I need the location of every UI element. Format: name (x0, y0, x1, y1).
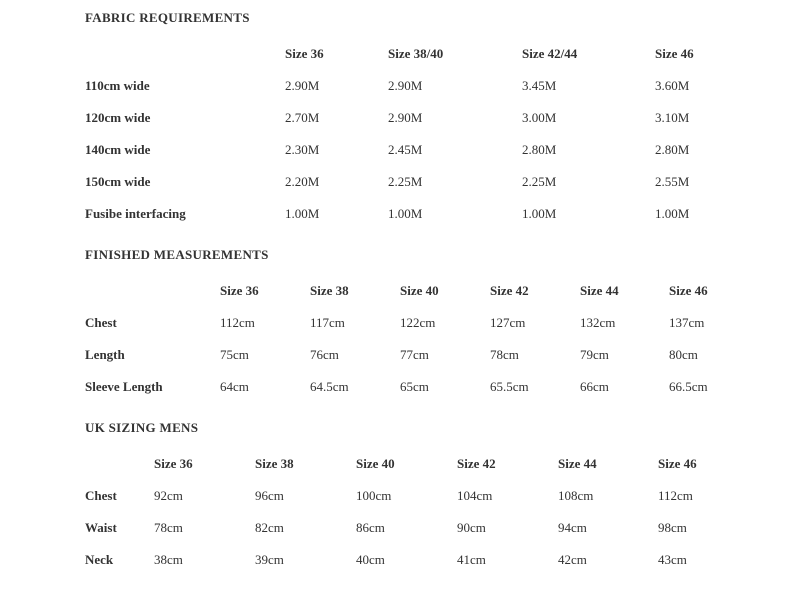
table-cell: 2.30M (285, 142, 320, 157)
row-label: Length (85, 347, 125, 362)
table-cell: 3.00M (522, 110, 557, 125)
table-cell: 122cm (400, 315, 436, 330)
column-header: Size 38 (255, 456, 294, 471)
table-cell: 98cm (658, 520, 687, 535)
section-title: UK SIZING MENS (85, 420, 199, 435)
column-header: Size 38 (310, 283, 349, 298)
table-cell: 2.70M (285, 110, 320, 125)
table-cell: 78cm (154, 520, 183, 535)
table-cell: 65cm (400, 379, 429, 394)
column-header: Size 36 (285, 46, 324, 61)
section-title: FINISHED MEASUREMENTS (85, 247, 269, 262)
row-label: 140cm wide (85, 142, 151, 157)
table-cell: 137cm (669, 315, 705, 330)
table-cell: 75cm (220, 347, 249, 362)
row-label: Waist (85, 520, 117, 535)
table-cell: 112cm (220, 315, 255, 330)
table-cell: 92cm (154, 488, 183, 503)
table-cell: 38cm (154, 552, 183, 567)
table-cell: 80cm (669, 347, 698, 362)
row-label: Chest (85, 315, 117, 330)
table-cell: 65.5cm (490, 379, 529, 394)
column-header: Size 42 (457, 456, 496, 471)
table-cell: 94cm (558, 520, 587, 535)
table-cell: 2.45M (388, 142, 423, 157)
column-header: Size 40 (400, 283, 439, 298)
table-cell: 40cm (356, 552, 385, 567)
table-cell: 82cm (255, 520, 284, 535)
column-header: Size 44 (558, 456, 597, 471)
column-header: Size 40 (356, 456, 395, 471)
table-cell: 3.10M (655, 110, 690, 125)
table-cell: 78cm (490, 347, 519, 362)
table-cell: 66cm (580, 379, 609, 394)
column-header: Size 36 (154, 456, 193, 471)
table-cell: 90cm (457, 520, 486, 535)
table-cell: 104cm (457, 488, 493, 503)
table-cell: 42cm (558, 552, 587, 567)
table-cell: 1.00M (522, 206, 557, 221)
table-cell: 1.00M (285, 206, 320, 221)
table-cell: 41cm (457, 552, 486, 567)
column-header: Size 44 (580, 283, 619, 298)
row-label: 150cm wide (85, 174, 151, 189)
table-cell: 2.90M (388, 110, 423, 125)
row-label: 120cm wide (85, 110, 151, 125)
table-cell: 108cm (558, 488, 594, 503)
column-header: Size 42/44 (522, 46, 578, 61)
table-cell: 112cm (658, 488, 693, 503)
table-cell: 79cm (580, 347, 609, 362)
table-cell: 127cm (490, 315, 526, 330)
table-cell: 1.00M (388, 206, 423, 221)
table-cell: 39cm (255, 552, 284, 567)
row-label: Chest (85, 488, 117, 503)
row-label: Neck (85, 552, 114, 567)
table-cell: 76cm (310, 347, 339, 362)
table-cell: 100cm (356, 488, 392, 503)
row-label: Fusibe interfacing (85, 206, 186, 221)
table-cell: 2.80M (655, 142, 690, 157)
table-cell: 66.5cm (669, 379, 708, 394)
table-cell: 64cm (220, 379, 249, 394)
row-label: 110cm wide (85, 78, 150, 93)
column-header: Size 36 (220, 283, 259, 298)
column-header: Size 38/40 (388, 46, 444, 61)
table-cell: 3.60M (655, 78, 690, 93)
table-cell: 2.25M (522, 174, 557, 189)
table-cell: 1.00M (655, 206, 690, 221)
column-header: Size 46 (655, 46, 694, 61)
table-cell: 2.20M (285, 174, 320, 189)
column-header: Size 46 (669, 283, 708, 298)
table-cell: 64.5cm (310, 379, 349, 394)
section-title: FABRIC REQUIREMENTS (85, 10, 250, 25)
table-cell: 86cm (356, 520, 385, 535)
table-cell: 77cm (400, 347, 429, 362)
column-header: Size 46 (658, 456, 697, 471)
column-header: Size 42 (490, 283, 529, 298)
table-cell: 132cm (580, 315, 616, 330)
table-cell: 117cm (310, 315, 345, 330)
table-cell: 2.25M (388, 174, 423, 189)
table-cell: 96cm (255, 488, 284, 503)
table-cell: 2.55M (655, 174, 690, 189)
table-cell: 2.80M (522, 142, 557, 157)
table-cell: 43cm (658, 552, 687, 567)
row-label: Sleeve Length (85, 379, 163, 394)
table-cell: 2.90M (388, 78, 423, 93)
table-cell: 2.90M (285, 78, 320, 93)
table-cell: 3.45M (522, 78, 557, 93)
